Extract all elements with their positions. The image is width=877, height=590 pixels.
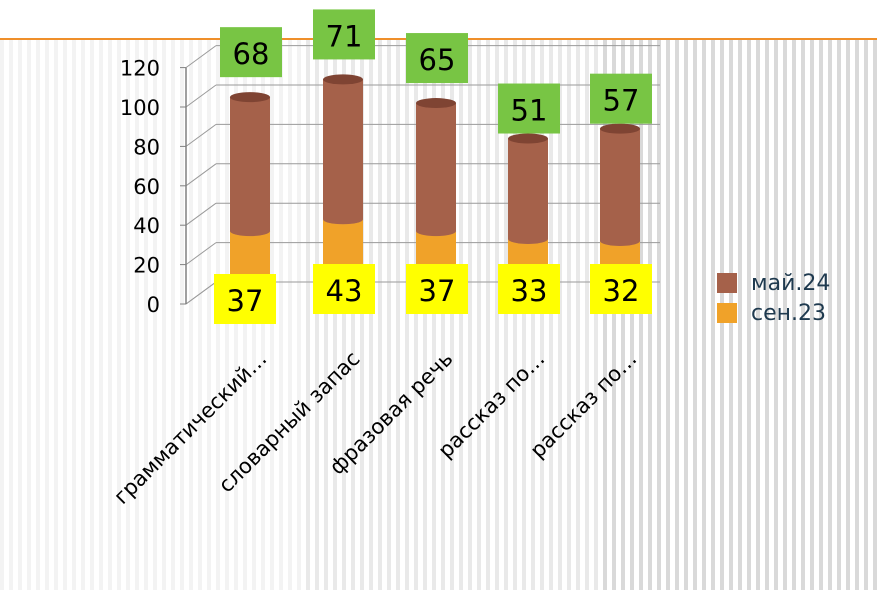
data-label-sep23: 37 <box>227 284 264 318</box>
data-label-may24: 71 <box>326 19 363 53</box>
bar-may24-0 <box>230 92 270 236</box>
gridline-diagonal <box>186 203 216 225</box>
y-axis: 0 20 40 60 80 100 120 <box>120 57 186 317</box>
bar-may24-2-cap <box>416 98 456 108</box>
bar-may24-2-body <box>416 103 456 236</box>
bar-may24-4 <box>600 124 640 246</box>
y-tick-label: 0 <box>147 293 160 317</box>
gridline-diagonal <box>186 282 216 304</box>
gridline-diagonal <box>186 46 216 68</box>
gridline-diagonal <box>186 85 216 107</box>
legend-item-may24: май.24 <box>717 268 830 298</box>
category-label: грамматический… <box>109 347 271 509</box>
y-tick-label: 40 <box>133 214 160 238</box>
category-labels: грамматический…словарный запасфразовая р… <box>109 347 641 509</box>
y-tick-label: 20 <box>133 254 160 278</box>
legend-label-may24: май.24 <box>751 271 830 296</box>
bar-may24-0-cap <box>230 92 270 102</box>
bar-may24-0-body <box>230 97 270 236</box>
data-label-sep23: 37 <box>419 274 456 308</box>
legend-label-sep23: сен.23 <box>751 301 826 326</box>
legend: май.24 сен.23 <box>717 268 830 328</box>
bar-may24-1-body <box>323 79 363 224</box>
legend-swatch-sep23 <box>717 303 737 323</box>
y-tick-label: 100 <box>120 96 160 120</box>
data-label-may24: 51 <box>511 94 548 128</box>
data-label-may24: 65 <box>419 43 456 77</box>
gridline-diagonal <box>186 243 216 265</box>
data-label-sep23: 43 <box>326 274 363 308</box>
bar-may24-3 <box>508 134 548 244</box>
y-tick-label: 120 <box>120 57 160 81</box>
y-tick-label: 60 <box>133 175 160 199</box>
bar-may24-4-body <box>600 129 640 246</box>
bar-may24-4-cap <box>600 124 640 134</box>
bar-may24-1-cap <box>323 74 363 84</box>
legend-swatch-may24 <box>717 273 737 293</box>
bar-may24-3-body <box>508 139 548 244</box>
data-label-may24: 68 <box>233 37 270 71</box>
gridline-diagonal <box>186 124 216 146</box>
data-label-sep23: 32 <box>603 274 640 308</box>
data-label-may24: 57 <box>603 84 640 118</box>
legend-item-sep23: сен.23 <box>717 298 830 328</box>
data-label-sep23: 33 <box>511 274 548 308</box>
gridline-diagonal <box>186 164 216 186</box>
bar-may24-2 <box>416 98 456 236</box>
bar-may24-1 <box>323 74 363 224</box>
y-tick-label: 80 <box>133 135 160 159</box>
bar-may24-3-cap <box>508 134 548 144</box>
